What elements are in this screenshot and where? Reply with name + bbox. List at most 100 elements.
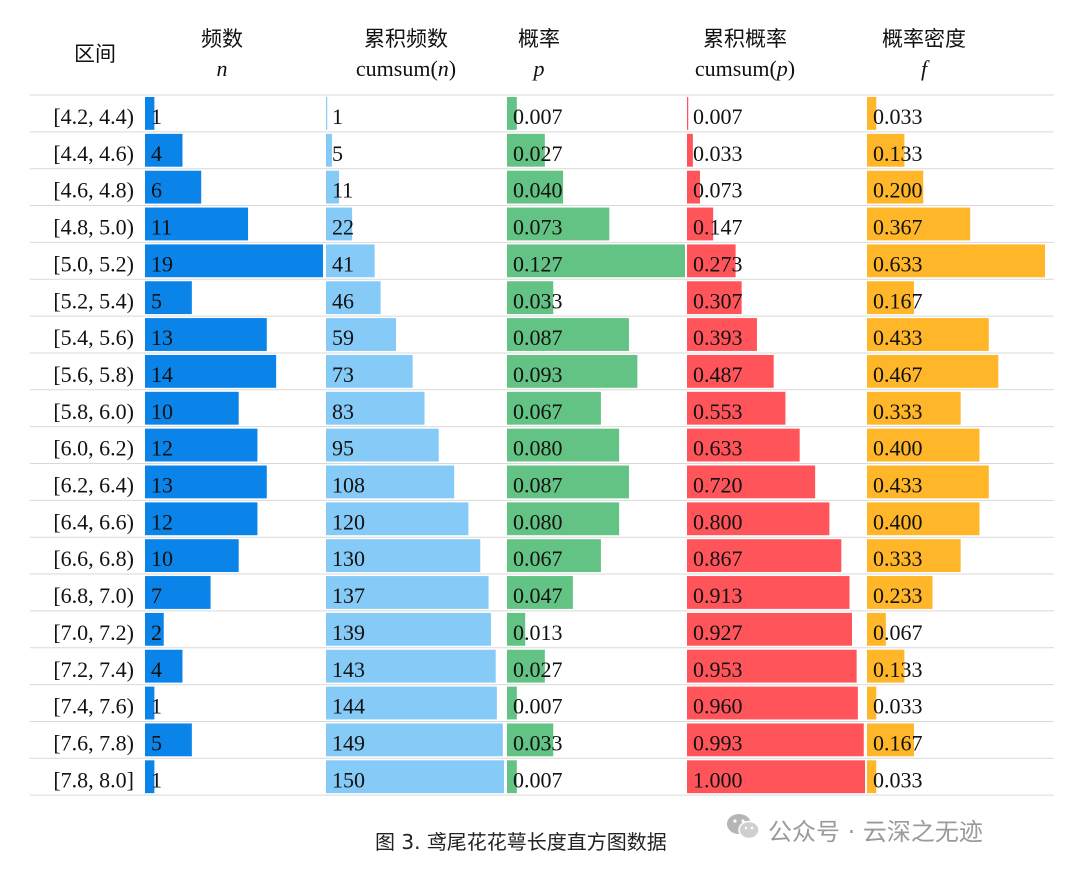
value-cump: 0.073	[693, 178, 743, 203]
figure-caption: 图 3. 鸢尾花花萼长度直方图数据	[375, 830, 667, 854]
bar-cump	[687, 760, 865, 794]
value-f: 0.133	[873, 657, 923, 682]
value-n: 1	[151, 767, 162, 792]
interval-label: [6.4, 6.6)	[53, 509, 134, 534]
bar-p	[507, 97, 517, 130]
bar-f	[867, 318, 989, 351]
value-n: 4	[151, 141, 162, 166]
bar-n	[145, 207, 249, 241]
bar-p	[507, 391, 601, 425]
row-separators	[30, 94, 1054, 796]
value-f: 0.433	[873, 325, 923, 350]
bar-p	[507, 649, 545, 683]
bar-f	[867, 723, 914, 757]
bar-f	[867, 502, 980, 536]
interval-label: [5.0, 5.2)	[53, 251, 134, 276]
bar-n	[145, 649, 183, 683]
interval-label: [5.8, 6.0)	[53, 399, 134, 424]
value-cump: 0.307	[693, 288, 743, 313]
value-p: 0.007	[513, 767, 563, 792]
bar-cump	[687, 686, 858, 720]
bar-cumn	[326, 502, 469, 536]
bar-f	[867, 391, 961, 425]
value-cump: 0.393	[693, 325, 743, 350]
value-cump: 0.927	[693, 620, 743, 645]
bar-cumn	[326, 207, 353, 241]
bar-f	[867, 539, 961, 573]
bar-n	[145, 686, 155, 720]
bar-cumn	[326, 686, 497, 720]
bar-n	[145, 428, 258, 462]
interval-label: [4.6, 4.8)	[53, 178, 134, 203]
data-bars	[145, 97, 1045, 794]
header-interval: 区间	[74, 42, 116, 66]
value-cump: 0.033	[693, 141, 743, 166]
value-cump: 0.867	[693, 546, 743, 571]
bar-f	[867, 207, 971, 241]
value-f: 0.400	[873, 436, 923, 461]
value-n: 4	[151, 657, 162, 682]
bar-cumn	[326, 97, 328, 130]
bar-n	[145, 502, 258, 536]
value-cump: 1.000	[693, 767, 743, 792]
header-n-symbol: n	[217, 56, 228, 81]
value-f: 0.200	[873, 178, 923, 203]
bar-cump	[687, 612, 853, 646]
bar-n	[145, 281, 192, 315]
value-cumn: 41	[332, 251, 354, 276]
header-cump-formula: cumsum(p)	[695, 56, 795, 81]
value-p: 0.080	[513, 509, 563, 534]
value-p: 0.027	[513, 141, 563, 166]
value-p: 0.087	[513, 473, 563, 498]
bar-f	[867, 686, 877, 720]
interval-label: [7.8, 8.0]	[53, 767, 134, 792]
bar-cump	[687, 354, 774, 388]
bar-p	[507, 428, 620, 462]
header-p-symbol: p	[532, 56, 545, 81]
value-p: 0.067	[513, 399, 563, 424]
bar-f	[867, 760, 877, 794]
value-cumn: 1	[332, 104, 343, 129]
interval-label: [7.0, 7.2)	[53, 620, 134, 645]
watermark-text: 公众号 · 云深之无迹	[768, 818, 983, 846]
cell-values: [4.2, 4.4) 1 1 0.007 0.007 0.033[4.4, 4.6) 4 5 0…	[53, 104, 922, 792]
bar-cump	[687, 576, 850, 609]
histogram-data-table: 区间频数n概率p概率密度f累积频数cumsum(n)累积概率cumsum(p) …	[30, 27, 1054, 796]
bar-cumn	[326, 760, 504, 794]
value-p: 0.033	[513, 288, 563, 313]
value-p: 0.073	[513, 215, 563, 240]
interval-label: [6.0, 6.2)	[53, 436, 134, 461]
header-f-label: 概率密度	[882, 27, 966, 51]
value-f: 0.333	[873, 399, 923, 424]
bar-cumn	[326, 723, 503, 757]
bar-f	[867, 576, 933, 609]
interval-label: [6.8, 7.0)	[53, 583, 134, 608]
value-cumn: 130	[332, 546, 365, 571]
header-p-label: 概率	[518, 27, 560, 51]
value-cump: 0.913	[693, 583, 743, 608]
interval-label: [4.2, 4.4)	[53, 104, 134, 129]
interval-label: [4.4, 4.6)	[53, 141, 134, 166]
value-p: 0.007	[513, 104, 563, 129]
value-p: 0.027	[513, 657, 563, 682]
bar-cump	[687, 391, 786, 425]
value-p: 0.013	[513, 620, 563, 645]
value-n: 12	[151, 436, 173, 461]
header-f-symbol: f	[921, 56, 930, 81]
bar-p	[507, 576, 573, 609]
bar-cumn	[326, 576, 489, 609]
value-n: 19	[151, 251, 173, 276]
value-cumn: 137	[332, 583, 365, 608]
bar-p	[507, 539, 601, 573]
bar-cump	[687, 539, 842, 573]
bar-n	[145, 612, 164, 646]
value-cump: 0.953	[693, 657, 743, 682]
bar-cumn	[326, 133, 332, 167]
value-p: 0.080	[513, 436, 563, 461]
value-n: 1	[151, 104, 162, 129]
bar-n	[145, 170, 202, 204]
bar-cumn	[326, 318, 397, 351]
header-cumn-formula: cumsum(n)	[356, 56, 456, 81]
bar-f	[867, 281, 914, 315]
interval-label: [7.4, 7.6)	[53, 694, 134, 719]
